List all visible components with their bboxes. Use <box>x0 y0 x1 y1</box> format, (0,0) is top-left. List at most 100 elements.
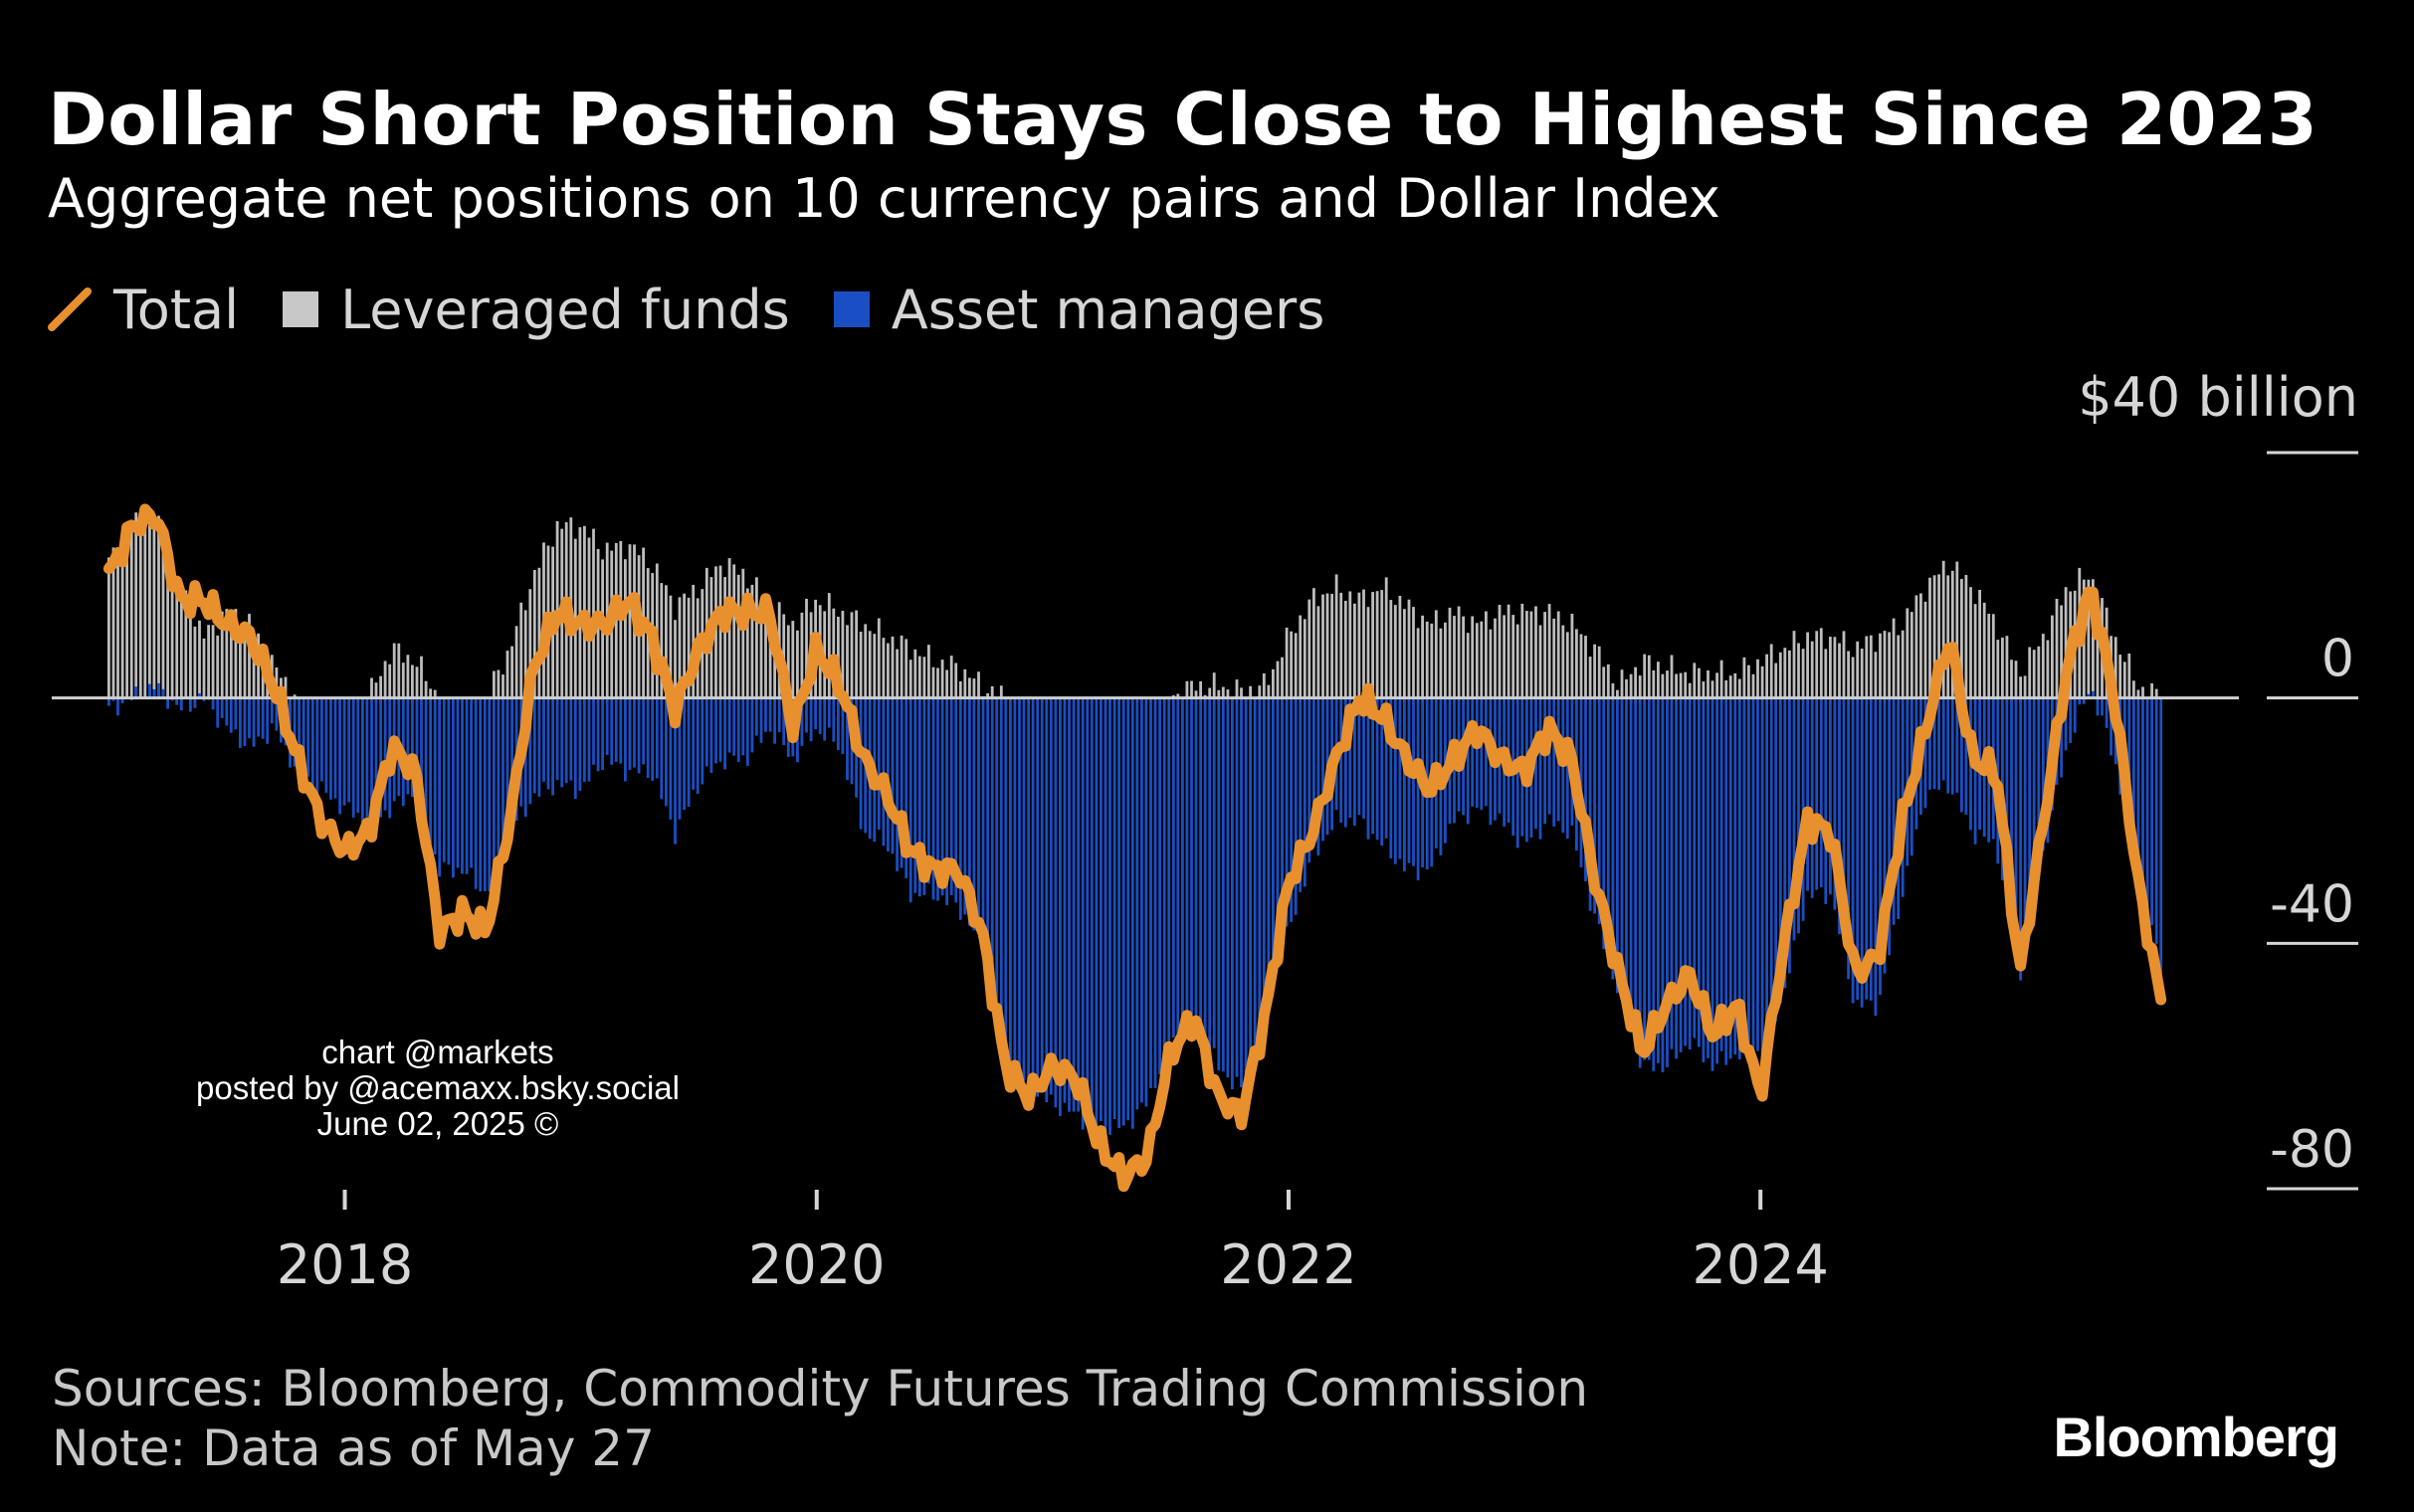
leveraged-funds-bar <box>225 609 229 698</box>
asset-managers-bar <box>1769 697 1773 1017</box>
asset-managers-bar <box>637 697 641 774</box>
asset-managers-bar <box>447 697 451 865</box>
leveraged-funds-bar <box>1439 628 1443 698</box>
leveraged-funds-bar <box>891 636 895 698</box>
leveraged-funds-bar <box>624 559 627 698</box>
asset-managers-bar <box>1231 697 1234 1089</box>
asset-managers-bar <box>800 697 804 746</box>
asset-managers-bar <box>949 697 953 895</box>
leveraged-funds-bar <box>1919 593 1922 698</box>
leveraged-funds-bar <box>1869 635 1873 698</box>
leveraged-funds-bar <box>864 624 868 698</box>
asset-managers-bar <box>768 697 772 732</box>
asset-managers-bar <box>383 697 387 811</box>
leveraged-funds-bar <box>1258 685 1262 698</box>
leveraged-funds-bar <box>1398 596 1402 698</box>
asset-managers-bar <box>2073 697 2077 733</box>
y-axis: 0 -40 -80 <box>2267 451 2358 1191</box>
leveraged-funds-bar <box>2092 579 2095 698</box>
asset-managers-bar <box>338 697 341 815</box>
leveraged-funds-bar <box>510 646 513 698</box>
leveraged-funds-bar <box>1833 637 1837 698</box>
leveraged-funds-bar <box>1715 672 1718 698</box>
leveraged-funds-bar <box>1923 601 1927 698</box>
leveraged-funds-bar <box>1570 614 1574 698</box>
asset-managers-bar <box>220 697 224 718</box>
asset-managers-bar <box>1375 697 1379 841</box>
leveraged-funds-bar <box>216 635 220 698</box>
leveraged-funds-bar <box>1647 655 1651 698</box>
leveraged-funds-bar <box>1661 673 1665 698</box>
leveraged-funds-bar <box>2154 688 2158 698</box>
asset-managers-bar <box>669 697 673 820</box>
leveraged-funds-bar <box>1339 592 1343 698</box>
leveraged-funds-bar <box>868 631 872 698</box>
leveraged-funds-bar <box>2051 615 2054 698</box>
asset-managers-bar <box>1339 697 1343 823</box>
leveraged-funds-bar <box>1932 575 1936 698</box>
asset-managers-bar <box>605 697 609 755</box>
asset-managers-bar <box>1471 697 1475 807</box>
leveraged-funds-bar <box>1176 693 1180 698</box>
x-tick-label: 2020 <box>748 1233 885 1296</box>
leveraged-funds-bar <box>1675 673 1678 698</box>
asset-managers-bar <box>986 697 989 975</box>
leveraged-funds-bar <box>1883 631 1887 698</box>
asset-managers-bar <box>1847 697 1850 980</box>
asset-managers-bar <box>270 697 274 724</box>
asset-managers-bar <box>614 697 618 762</box>
asset-managers-bar <box>1719 697 1723 1051</box>
asset-managers-bar <box>1285 697 1289 927</box>
leveraged-funds-bar <box>1480 621 1484 698</box>
asset-managers-bar <box>374 697 378 818</box>
asset-managers-bar <box>1679 697 1683 1052</box>
leveraged-funds-bar <box>977 671 980 698</box>
asset-managers-bar <box>927 697 930 884</box>
asset-managers-bar <box>665 697 668 807</box>
leveraged-funds-bar <box>1684 671 1688 698</box>
leveraged-funds-bar <box>1638 675 1642 698</box>
leveraged-funds-bar <box>1597 646 1601 698</box>
asset-managers-bar <box>1973 697 1977 845</box>
leveraged-funds-bar <box>1262 672 1266 698</box>
leveraged-funds-bar <box>1955 561 1959 698</box>
asset-managers-bar <box>252 697 256 747</box>
asset-managers-bar <box>1565 697 1569 840</box>
leveraged-funds-bar <box>1765 654 1768 698</box>
leveraged-funds-bar <box>931 666 935 698</box>
leveraged-funds-bar <box>1996 640 2000 698</box>
asset-managers-bar <box>1194 697 1198 1026</box>
leveraged-funds-bar <box>166 564 169 698</box>
leveraged-funds-bar <box>1747 664 1750 698</box>
asset-managers-bar <box>488 697 492 892</box>
asset-managers-bar <box>940 697 944 896</box>
leveraged-funds-bar <box>940 660 944 698</box>
leveraged-funds-bar <box>832 608 836 698</box>
leveraged-funds-bar <box>1860 649 1864 698</box>
asset-managers-bar <box>116 697 119 716</box>
leveraged-funds-bar <box>184 590 188 698</box>
asset-managers-bar <box>1810 697 1814 898</box>
asset-managers-bar <box>1281 697 1284 957</box>
leveraged-funds-bar <box>120 541 124 698</box>
asset-managers-bar <box>877 697 881 830</box>
asset-managers-bar <box>1068 697 1071 1112</box>
leveraged-funds-bar <box>665 585 668 698</box>
asset-managers-bar <box>1783 697 1787 989</box>
leveraged-funds-bar <box>397 643 401 698</box>
leveraged-funds-bar <box>949 656 953 698</box>
asset-managers-bar <box>1199 697 1202 1028</box>
asset-managers-bar <box>379 697 382 818</box>
leveraged-funds-bar <box>143 528 147 698</box>
asset-managers-bar <box>1412 697 1415 866</box>
leveraged-funds-bar <box>532 570 536 698</box>
legend: Total Leveraged funds Asset managers <box>48 275 1368 344</box>
asset-managers-bar <box>908 697 912 903</box>
asset-managers-bar <box>1543 697 1546 825</box>
asset-managers-bar <box>107 697 110 706</box>
asset-managers-bar <box>1272 697 1275 980</box>
leveraged-funds-bar <box>908 660 912 698</box>
asset-managers-bar <box>1698 697 1701 1047</box>
leveraged-funds-bar <box>207 625 210 698</box>
